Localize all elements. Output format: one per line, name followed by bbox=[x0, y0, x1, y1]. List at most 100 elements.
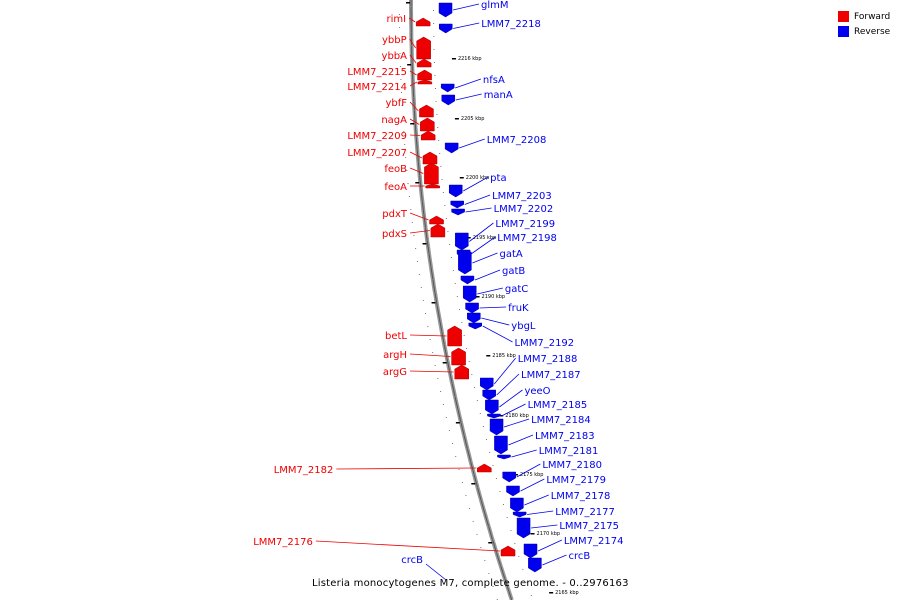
reverse-gene-label: manA bbox=[484, 90, 513, 101]
track-dot bbox=[437, 127, 439, 128]
track-dot bbox=[480, 547, 482, 548]
track-dot bbox=[403, 131, 405, 132]
track-dot bbox=[463, 435, 465, 436]
track-dot bbox=[474, 387, 476, 388]
track-dot bbox=[444, 205, 446, 206]
gene-connector bbox=[481, 317, 510, 326]
reverse-gene-label: crcB bbox=[568, 551, 590, 562]
track-dot bbox=[514, 543, 516, 544]
track-dot bbox=[426, 240, 428, 241]
forward-gene-ybfF bbox=[419, 104, 434, 118]
forward-gene-label: LMM7_2214 bbox=[347, 82, 407, 93]
reverse-gene-label: nfsA bbox=[483, 75, 505, 86]
track-dot bbox=[427, 326, 429, 327]
reverse-gene-LMM7_2180 bbox=[502, 471, 516, 483]
reverse-gene-crcB bbox=[528, 557, 542, 573]
gene-connector bbox=[499, 389, 523, 408]
track-dot bbox=[484, 513, 486, 514]
legend-reverse-label: Reverse bbox=[854, 26, 891, 37]
track-dot bbox=[402, 118, 404, 119]
gene-connector bbox=[409, 167, 424, 174]
track-dot bbox=[436, 114, 438, 115]
reverse-gene-manA bbox=[441, 94, 456, 106]
track-dot bbox=[407, 183, 409, 184]
track-dot bbox=[428, 253, 430, 254]
forward-gene-label: betL bbox=[385, 331, 407, 342]
reverse-gene-label: LMM7_2178 bbox=[551, 491, 611, 502]
track-dot bbox=[463, 335, 465, 336]
track-dot bbox=[433, 62, 435, 63]
forward-gene-ybbA bbox=[416, 58, 432, 68]
reverse-gene-LMM7_2184 bbox=[489, 418, 504, 436]
tick-label: 2205 kbp bbox=[461, 116, 485, 122]
track-dot bbox=[471, 374, 473, 375]
reverse-gene-label: LMM7_2177 bbox=[555, 507, 615, 518]
gene-label-crcB-left: crcB bbox=[401, 555, 423, 566]
tick-mark bbox=[422, 243, 427, 245]
gene-connector bbox=[425, 563, 447, 581]
tick-label: 2170 kbp bbox=[537, 531, 561, 537]
track-dot bbox=[404, 144, 406, 145]
track-dot bbox=[454, 396, 456, 397]
forward-gene-LMM7_2215 bbox=[417, 69, 432, 81]
track-dot bbox=[411, 222, 413, 223]
gene-connector bbox=[409, 38, 416, 49]
tick-mark bbox=[442, 362, 447, 364]
tick-label: 2185 kbp bbox=[492, 353, 516, 359]
track-dot bbox=[445, 417, 447, 418]
track-dot bbox=[413, 110, 415, 111]
reverse-gene-label: gatC bbox=[505, 284, 528, 295]
reverse-gene-label: LMM7_2179 bbox=[546, 475, 606, 486]
track-dot bbox=[442, 192, 444, 193]
track-dot bbox=[446, 357, 448, 358]
track-dot bbox=[491, 539, 493, 540]
track-dot bbox=[476, 487, 478, 488]
reverse-gene-label: yeeO bbox=[524, 386, 550, 397]
track-dot bbox=[476, 534, 478, 535]
forward-gene-label: LMM7_2207 bbox=[347, 148, 407, 159]
gene-connector bbox=[465, 207, 492, 213]
track-dot bbox=[422, 300, 424, 301]
tick-mark bbox=[431, 302, 436, 304]
track-dot bbox=[473, 474, 475, 475]
legend: Forward Reverse bbox=[838, 9, 890, 39]
reverse-gene-label: LMM7_2203 bbox=[492, 191, 552, 202]
reverse-gene-fruK bbox=[465, 302, 479, 314]
track-dot bbox=[435, 101, 437, 102]
track-dot bbox=[400, 92, 402, 93]
track-dot bbox=[401, 105, 403, 106]
track-dot bbox=[421, 201, 423, 202]
track-dot bbox=[468, 361, 470, 362]
track-dot bbox=[416, 149, 418, 150]
track-dot bbox=[406, 170, 408, 171]
gene-connector bbox=[409, 370, 454, 373]
track-dot bbox=[418, 274, 420, 275]
track-dot bbox=[405, 157, 407, 158]
track-dot bbox=[472, 521, 474, 522]
reverse-gene-label: gatA bbox=[499, 249, 522, 260]
reverse-gene-label: LMM7_2208 bbox=[487, 135, 547, 146]
tick-mark bbox=[471, 483, 476, 485]
track-dot bbox=[482, 426, 484, 427]
gene-connector bbox=[537, 539, 563, 552]
reverse-gene-label: LMM7_2187 bbox=[521, 370, 581, 381]
reverse-gene-yeeO bbox=[485, 399, 499, 415]
track-dot bbox=[461, 322, 463, 323]
gene-connector bbox=[455, 78, 482, 89]
track-dot bbox=[417, 162, 419, 163]
forward-gene-argG bbox=[454, 364, 469, 380]
track-dot bbox=[433, 23, 435, 24]
reverse-gene-label: LMM7_2188 bbox=[518, 354, 578, 365]
track-dot bbox=[470, 461, 472, 462]
tick-mark bbox=[549, 592, 554, 594]
track-dot bbox=[443, 344, 445, 345]
gene-connector bbox=[503, 418, 530, 428]
tick-label: 2216 kbp bbox=[458, 56, 482, 62]
reverse-gene-LMM7_2177 bbox=[512, 511, 527, 518]
track-dot bbox=[466, 448, 468, 449]
track-dot bbox=[415, 248, 417, 249]
track-dot bbox=[432, 279, 434, 280]
track-dot bbox=[411, 58, 413, 59]
tick-label: 2165 kbp bbox=[555, 590, 579, 596]
track-dot bbox=[454, 283, 456, 284]
